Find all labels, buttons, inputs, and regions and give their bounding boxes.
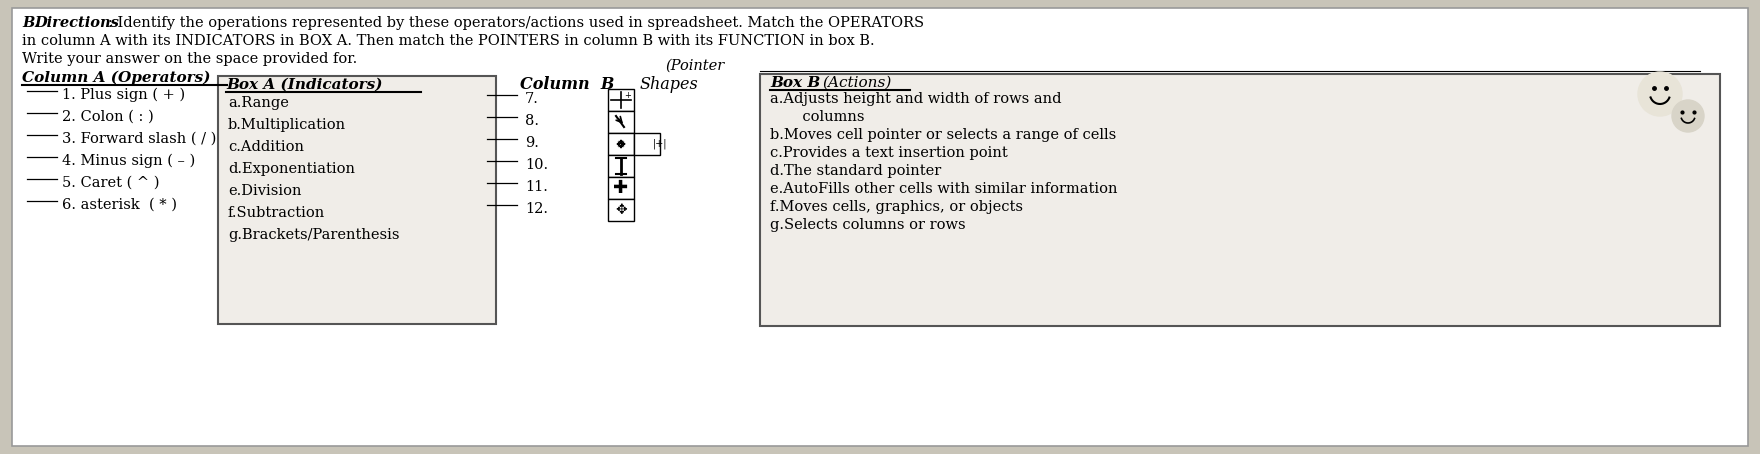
Text: 8.: 8. xyxy=(524,114,539,128)
Text: ✚: ✚ xyxy=(614,179,628,197)
Circle shape xyxy=(1639,72,1683,116)
Bar xyxy=(607,111,634,133)
Text: Write your answer on the space provided for.: Write your answer on the space provided … xyxy=(21,52,357,66)
Text: b.Moves cell pointer or selects a range of cells: b.Moves cell pointer or selects a range … xyxy=(771,128,1116,142)
Text: ✥: ✥ xyxy=(616,203,627,217)
Text: +: + xyxy=(616,139,625,149)
Text: c.Addition: c.Addition xyxy=(229,140,304,154)
Text: (Pointer: (Pointer xyxy=(665,59,725,73)
Text: e.AutoFills other cells with similar information: e.AutoFills other cells with similar inf… xyxy=(771,182,1118,196)
Text: Box B: Box B xyxy=(771,76,820,90)
Bar xyxy=(607,155,634,177)
Text: c.Provides a text insertion point: c.Provides a text insertion point xyxy=(771,146,1008,160)
Bar xyxy=(607,177,634,199)
Text: 10.: 10. xyxy=(524,158,547,172)
Text: 7.: 7. xyxy=(524,92,539,106)
Text: |+|: |+| xyxy=(653,139,667,149)
Bar xyxy=(607,89,634,111)
Bar xyxy=(607,199,634,221)
Text: g.Brackets/Parenthesis: g.Brackets/Parenthesis xyxy=(229,228,400,242)
Text: : Identify the operations represented by these operators/actions used in spreads: : Identify the operations represented by… xyxy=(107,16,924,30)
Text: 11.: 11. xyxy=(524,180,547,194)
Text: B.: B. xyxy=(21,16,39,30)
Text: 6. asterisk  ( * ): 6. asterisk ( * ) xyxy=(62,198,178,212)
Text: Shapes: Shapes xyxy=(641,76,699,93)
Bar xyxy=(760,74,1720,326)
Bar xyxy=(218,76,496,324)
Text: a.Adjusts height and width of rows and: a.Adjusts height and width of rows and xyxy=(771,92,1061,106)
Text: 12.: 12. xyxy=(524,202,547,216)
Text: in column A with its INDICATORS in BOX A. Then match the POINTERS in column B wi: in column A with its INDICATORS in BOX A… xyxy=(21,34,875,48)
Text: 4. Minus sign ( – ): 4. Minus sign ( – ) xyxy=(62,154,195,168)
Text: d.The standard pointer: d.The standard pointer xyxy=(771,164,942,178)
Circle shape xyxy=(1672,100,1704,132)
Text: g.Selects columns or rows: g.Selects columns or rows xyxy=(771,218,966,232)
Text: f.Subtraction: f.Subtraction xyxy=(229,206,326,220)
Text: f.Moves cells, graphics, or objects: f.Moves cells, graphics, or objects xyxy=(771,200,1023,214)
Text: 1. Plus sign ( + ): 1. Plus sign ( + ) xyxy=(62,88,185,103)
Text: e.Division: e.Division xyxy=(229,184,301,198)
Text: d.Exponentiation: d.Exponentiation xyxy=(229,162,356,176)
Text: Column  B: Column B xyxy=(519,76,614,93)
Text: Directions: Directions xyxy=(33,16,120,30)
Text: 2. Colon ( : ): 2. Colon ( : ) xyxy=(62,110,153,124)
Text: 3. Forward slash ( / ): 3. Forward slash ( / ) xyxy=(62,132,216,146)
Text: (Actions): (Actions) xyxy=(822,76,891,90)
Text: 9.: 9. xyxy=(524,136,539,150)
Text: 5. Caret ( ^ ): 5. Caret ( ^ ) xyxy=(62,176,160,190)
Text: a.Range: a.Range xyxy=(229,96,289,110)
Text: b.Multiplication: b.Multiplication xyxy=(229,118,347,132)
Text: Box A (Indicators): Box A (Indicators) xyxy=(225,78,382,92)
Bar xyxy=(634,133,660,155)
Text: Column A (Operators): Column A (Operators) xyxy=(21,71,211,85)
Bar xyxy=(607,133,634,155)
Text: columns: columns xyxy=(771,110,864,124)
Text: +: + xyxy=(625,92,632,100)
